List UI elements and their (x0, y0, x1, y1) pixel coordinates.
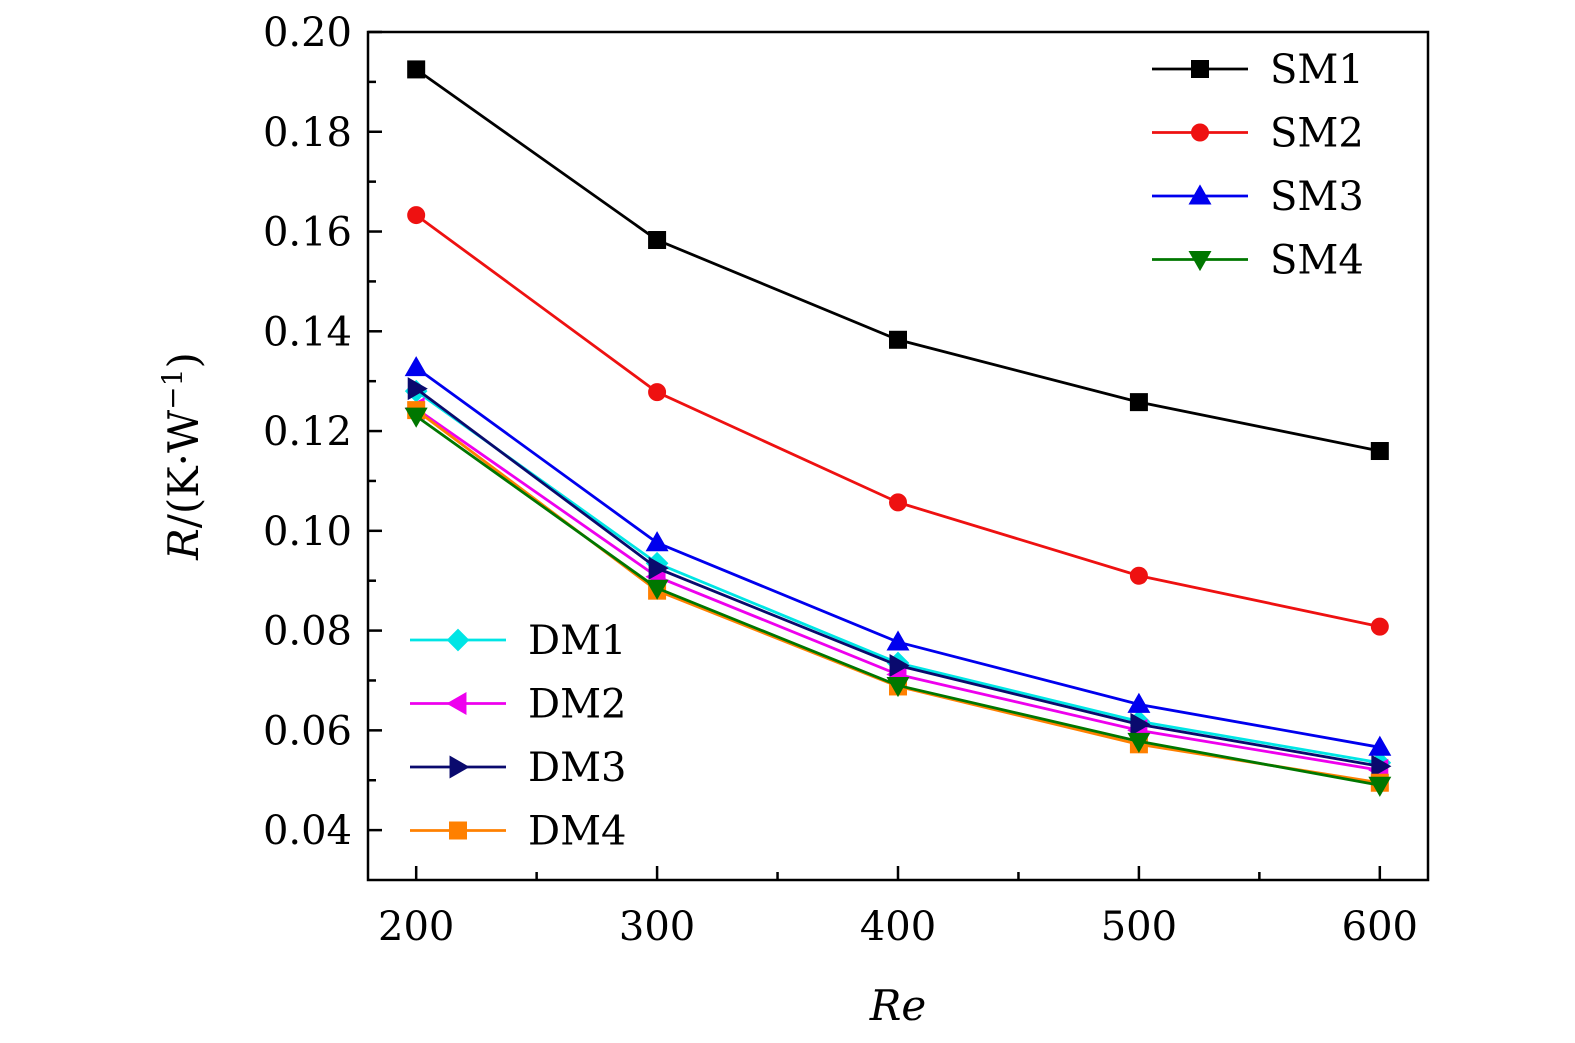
y-tick-label: 0.08 (263, 609, 352, 655)
y-axis-title: R/(K·W−1) (156, 352, 208, 561)
x-axis: 200 300 400 500 600 (378, 866, 1418, 950)
data-point (404, 356, 428, 377)
data-point (407, 206, 426, 225)
legend-label: SM3 (1270, 174, 1364, 220)
x-tick-label: 300 (619, 904, 695, 950)
data-point (1129, 393, 1148, 412)
legend-marker (1188, 184, 1212, 205)
y-axis: 0.04 0.06 0.08 0.10 0.12 0.14 0.16 0.18 0.20 (263, 10, 382, 854)
data-point (1371, 754, 1392, 778)
y-tick-label: 0.10 (263, 509, 352, 555)
series-sm4 (404, 407, 1392, 797)
y-axis-title-unit: /(K·W (159, 409, 208, 528)
y-tick-label: 0.20 (263, 10, 352, 56)
x-tick-label: 500 (1101, 904, 1177, 950)
data-point (645, 579, 669, 600)
y-tick-label: 0.06 (263, 708, 352, 754)
legend-marker (446, 692, 467, 715)
y-tick-label: 0.14 (263, 309, 352, 355)
data-point (648, 231, 667, 250)
data-point (886, 630, 910, 651)
legend-label: DM1 (528, 618, 626, 664)
data-point (648, 383, 667, 402)
y-tick-label: 0.16 (263, 210, 352, 256)
x-tick-label: 400 (860, 904, 936, 950)
data-point (889, 493, 907, 512)
data-point (645, 531, 669, 552)
y-axis-title-exponent: −1 (156, 369, 189, 410)
series-layer (404, 60, 1392, 797)
y-axis-title-close: ) (159, 352, 208, 368)
legend-label: DM2 (528, 682, 626, 728)
y-axis-title-variable: R (159, 528, 208, 561)
x-axis-title: Re (869, 981, 926, 1030)
series-sm1 (407, 60, 1389, 461)
legend-item-dm2: DM2 (410, 682, 626, 728)
legend-marker (449, 755, 470, 779)
data-point (404, 407, 428, 428)
data-point (1129, 566, 1148, 585)
legend-item-sm1: SM1 (1152, 47, 1364, 93)
data-point (1127, 732, 1151, 753)
legend-marker (1191, 60, 1209, 78)
legend-marker (446, 628, 470, 652)
legend-item-dm3: DM3 (410, 745, 626, 791)
data-point (648, 556, 669, 580)
y-tick-label: 0.12 (263, 409, 352, 455)
legend-layer: SM1 SM2 SM3 SM4 DM1 DM2 DM3 DM4 (410, 47, 1364, 855)
legend-item-sm4: SM4 (1152, 238, 1364, 284)
legend-marker (1188, 251, 1212, 272)
legend-item-dm4: DM4 (410, 809, 626, 855)
x-tick-label: 200 (378, 904, 454, 950)
data-point (1368, 735, 1392, 756)
y-tick-label: 0.04 (263, 808, 352, 854)
legend-item-sm3: SM3 (1152, 174, 1364, 220)
series-sm3 (404, 356, 1392, 756)
legend-label: SM1 (1270, 47, 1364, 93)
data-point (889, 330, 907, 349)
data-point (889, 654, 910, 677)
legend-label: DM4 (528, 809, 626, 855)
legend-label: DM3 (528, 745, 626, 791)
legend-label: SM4 (1270, 238, 1364, 284)
legend-item-dm1: DM1 (410, 618, 626, 664)
data-point (1127, 692, 1151, 713)
legend-label: SM2 (1270, 111, 1364, 157)
y-tick-label: 0.18 (263, 110, 352, 156)
data-point (1130, 712, 1151, 736)
x-tick-label: 600 (1342, 904, 1418, 950)
data-point (1368, 776, 1392, 797)
series-sm2 (407, 206, 1389, 636)
data-point (407, 60, 426, 79)
data-point (1370, 617, 1389, 636)
data-point (407, 377, 428, 401)
series-dm3 (407, 377, 1392, 778)
legend-marker (449, 821, 467, 840)
data-point (886, 676, 910, 698)
legend-marker (1191, 123, 1209, 142)
data-point (1370, 442, 1389, 461)
legend-item-sm2: SM2 (1152, 111, 1364, 157)
